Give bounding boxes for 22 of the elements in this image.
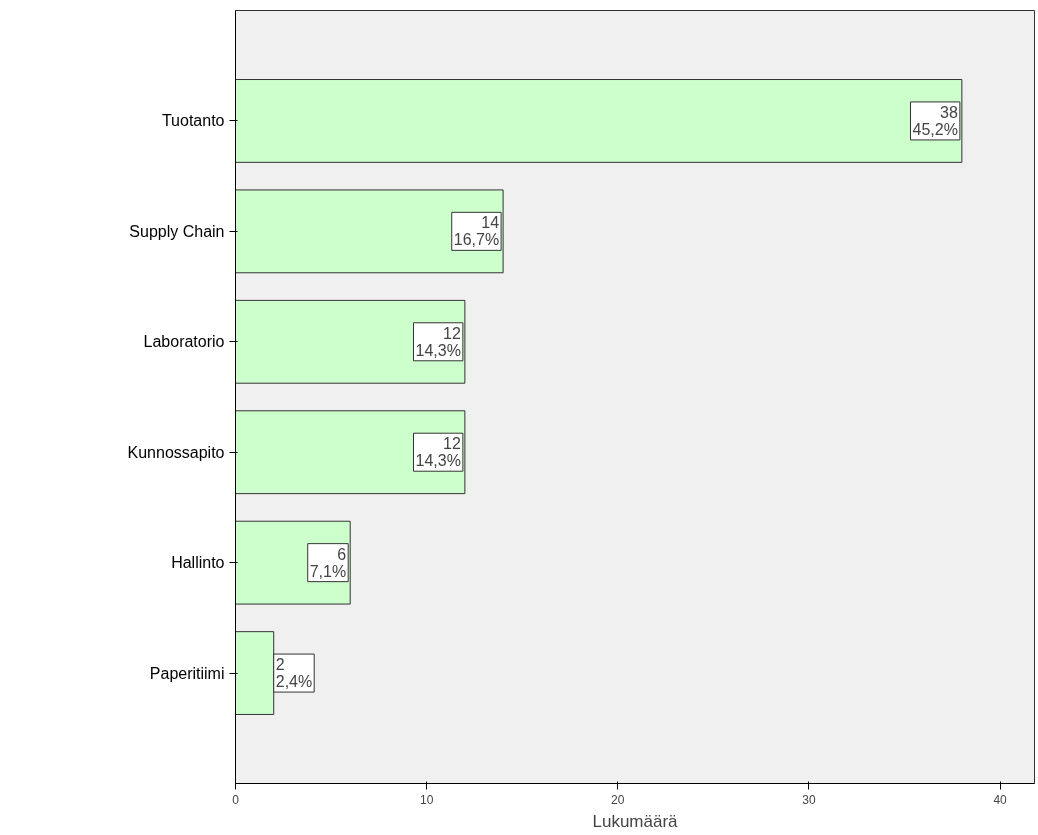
y-tick-label: Hallinto <box>171 554 225 572</box>
bar <box>235 299 466 384</box>
y-tick-label: Paperitiimi <box>149 664 225 682</box>
x-tick-label: 40 <box>993 792 1008 807</box>
x-tick-label: 30 <box>802 792 816 807</box>
y-tick-label: Laboratorio <box>143 333 225 351</box>
bar <box>235 79 963 163</box>
data-label: 6 7,1% <box>309 545 347 580</box>
y-tick-label: Tuotanto <box>161 112 225 130</box>
x-tick-label: 10 <box>419 792 434 807</box>
data-label: 12 14,3% <box>415 324 461 359</box>
x-tick-label: 20 <box>611 792 625 807</box>
bar <box>235 410 466 495</box>
x-tick-label: 0 <box>232 792 240 807</box>
y-tick-label: Kunnossapito <box>127 443 225 461</box>
data-label: 14 16,7% <box>453 214 500 249</box>
data-label: 38 45,2% <box>912 103 958 138</box>
data-label: 2 2,4% <box>275 656 313 691</box>
x-axis-title: Lukumäärä <box>592 811 679 831</box>
y-tick-label: Supply Chain <box>129 222 225 240</box>
bar <box>235 189 504 274</box>
data-label: 12 14,3% <box>415 435 461 470</box>
